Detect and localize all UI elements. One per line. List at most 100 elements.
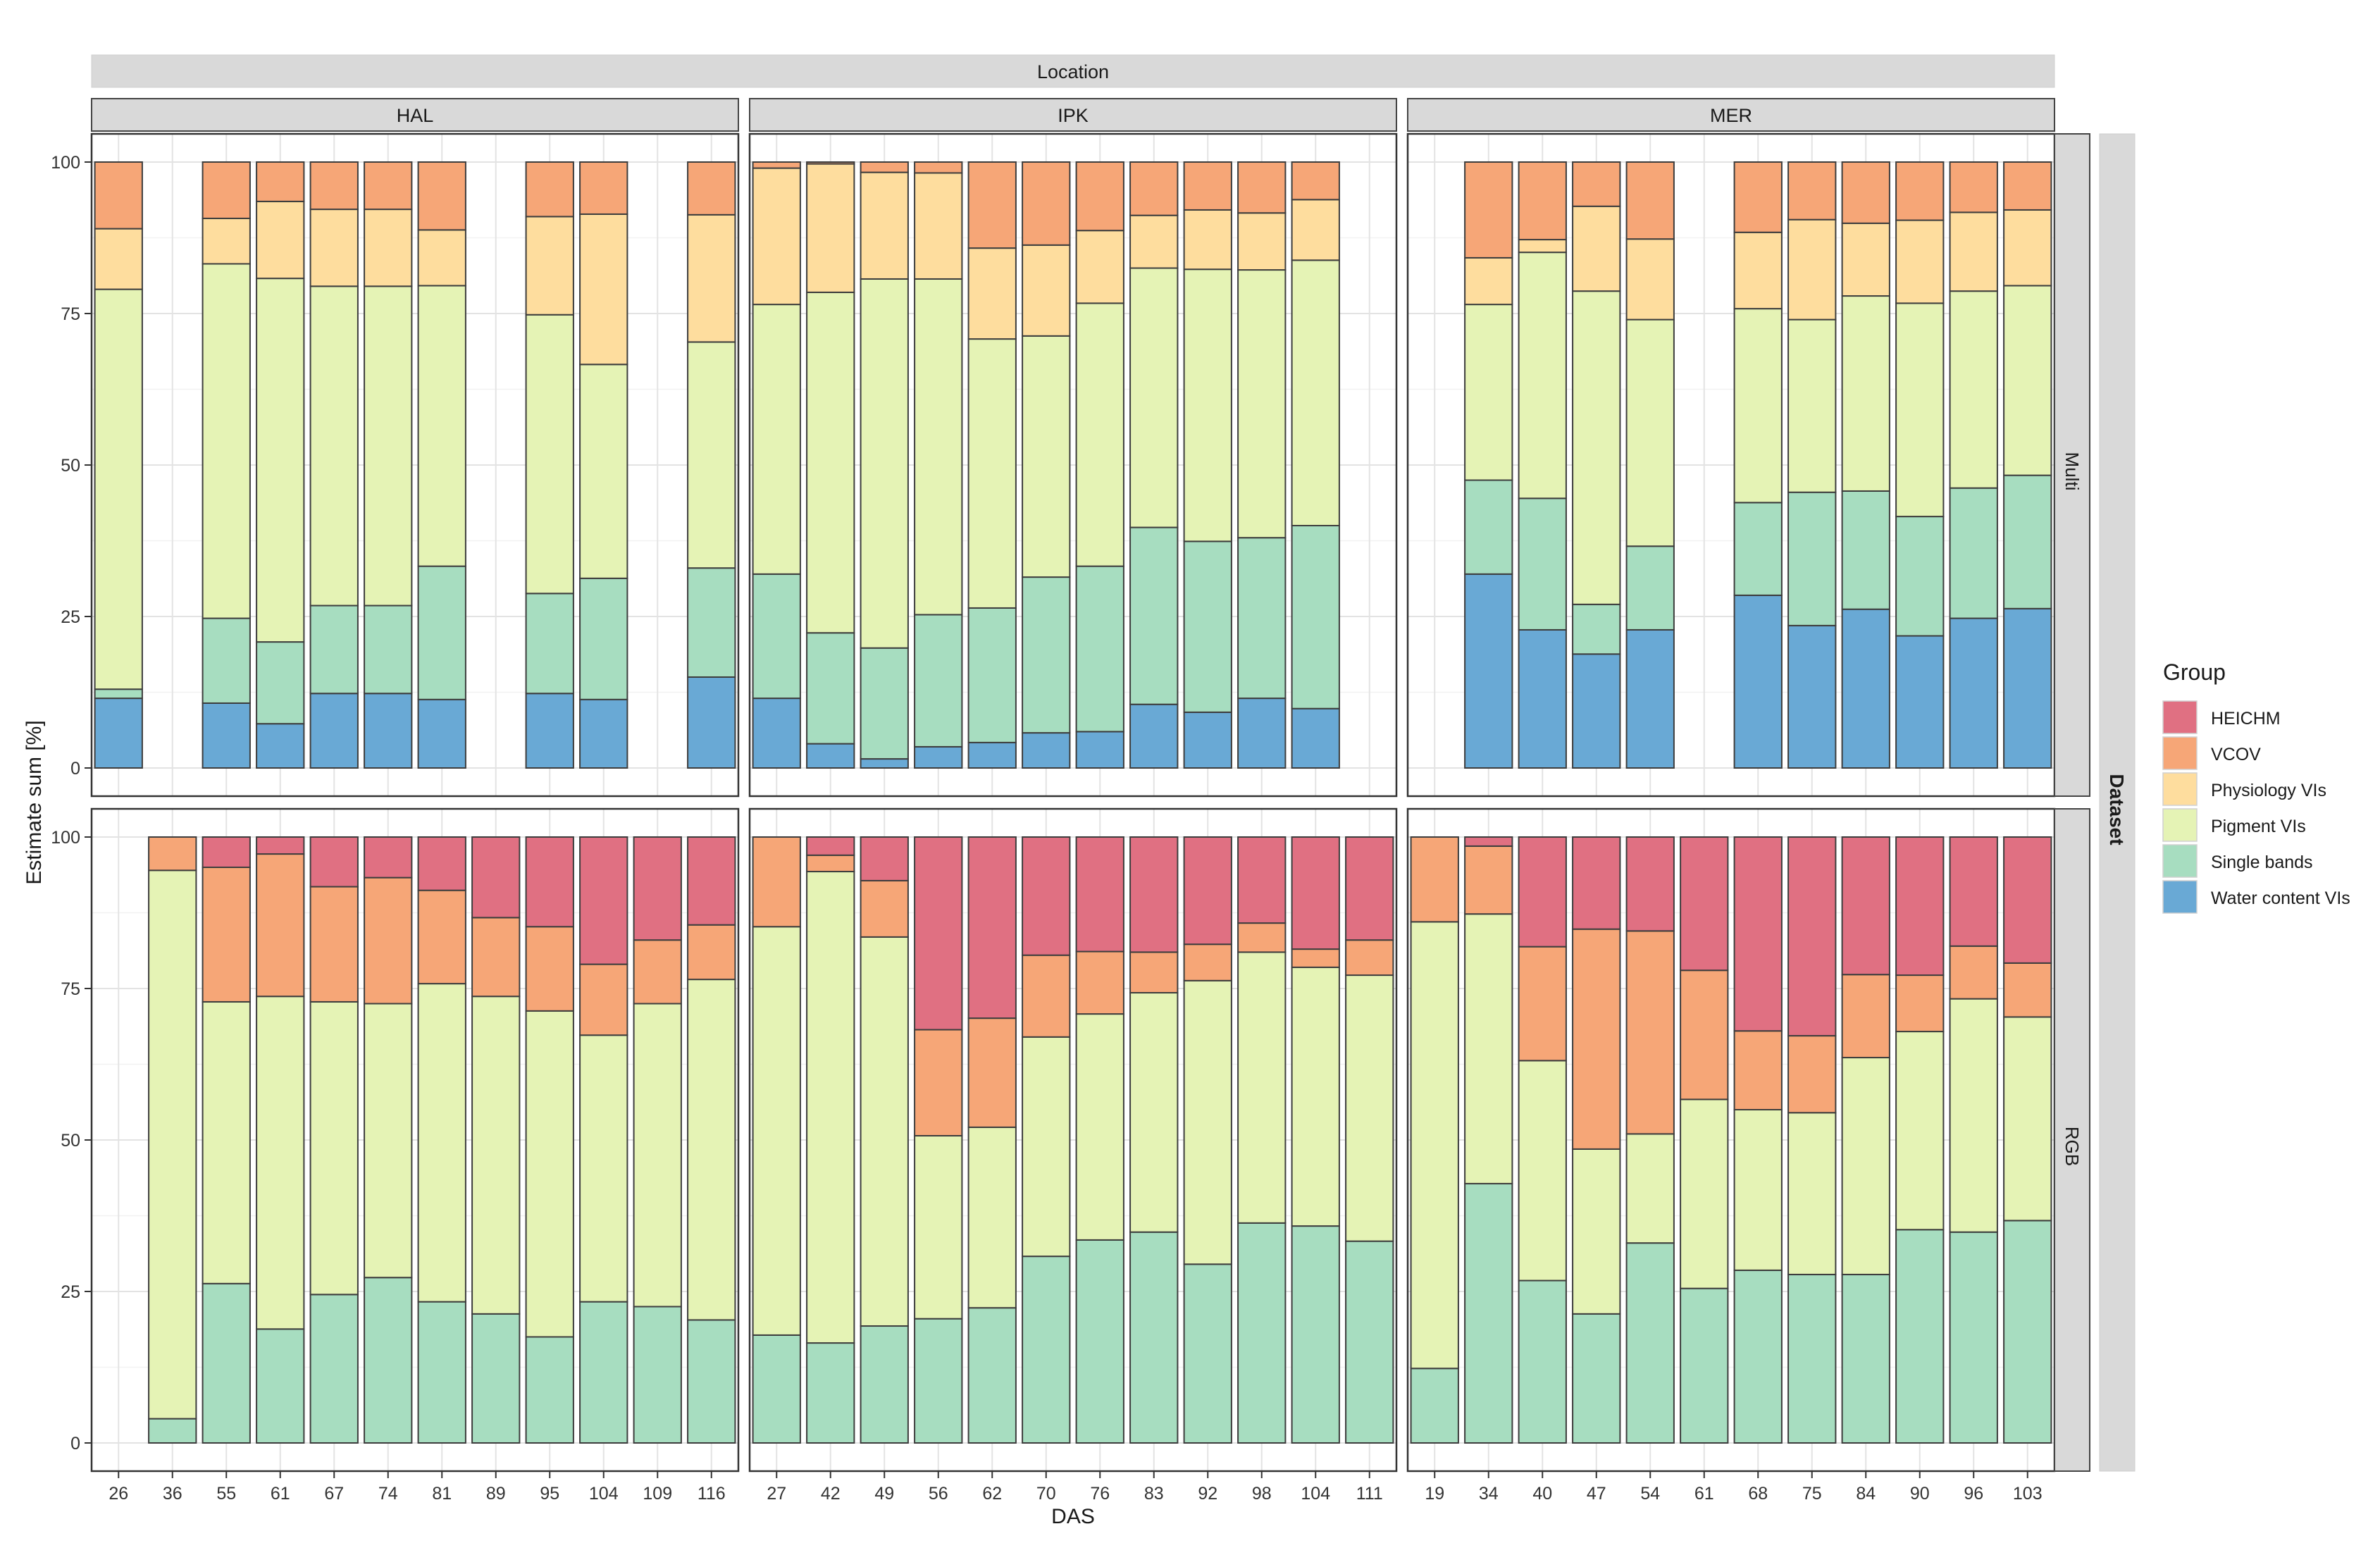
dataset-strip xyxy=(2099,133,2136,1472)
bar-segment-ipk-multi-70-vcov xyxy=(1022,161,1071,246)
bar-segment-mer-multi-34-vcov xyxy=(1464,161,1513,259)
bar-segment-ipk-rgb-56-single-bands xyxy=(914,1318,963,1444)
bar-segment-ipk-rgb-49-vcov xyxy=(860,879,909,938)
legend-label-vcov: VCOV xyxy=(2211,745,2261,764)
y-tick-label: 50 xyxy=(61,1131,80,1151)
bar-segment-mer-rgb-84-heichm xyxy=(1841,836,1890,976)
bar-segment-mer-multi-47-water-content-vis xyxy=(1572,653,1621,769)
bar-segment-mer-multi-34-physiology-vis xyxy=(1464,256,1513,306)
panel-ipk-multi xyxy=(748,132,1398,798)
bar-segment-mer-rgb-96-vcov xyxy=(1949,945,1998,1000)
bar-segment-ipk-multi-49-vcov xyxy=(860,161,909,173)
bar-segment-hal-rgb-36-single-bands xyxy=(148,1418,197,1444)
bar-segment-mer-multi-84-water-content-vis xyxy=(1841,608,1890,769)
bar-segment-hal-rgb-74-heichm xyxy=(364,836,413,879)
bar-segment-hal-rgb-81-pigment-vis xyxy=(417,983,466,1303)
bar-segment-ipk-multi-70-single-bands xyxy=(1022,576,1071,734)
bar-segment-mer-multi-34-single-bands xyxy=(1464,479,1513,575)
bar-segment-ipk-rgb-62-vcov xyxy=(967,1017,1017,1128)
bar-segment-hal-multi-61-water-content-vis xyxy=(256,723,305,769)
panel-ipk-multi-border xyxy=(748,132,1398,798)
bar-segment-ipk-multi-56-vcov xyxy=(914,161,963,174)
dataset-strip-label: Dataset xyxy=(2106,774,2128,845)
bar-segment-ipk-rgb-83-vcov xyxy=(1129,951,1179,994)
bar-segment-ipk-multi-98-physiology-vis xyxy=(1237,212,1287,271)
bar-segment-mer-rgb-54-single-bands xyxy=(1625,1242,1675,1444)
bar-segment-hal-multi-61-pigment-vis xyxy=(256,278,305,643)
x-tick-label: 19 xyxy=(1425,1484,1444,1504)
bar-segment-ipk-multi-42-pigment-vis xyxy=(806,291,855,634)
bar-segment-mer-rgb-96-pigment-vis xyxy=(1949,998,1998,1233)
x-tick-label: 84 xyxy=(1856,1484,1876,1504)
bar-segment-ipk-rgb-83-pigment-vis xyxy=(1129,992,1179,1233)
x-tick-label: 103 xyxy=(2013,1484,2043,1504)
bar-segment-ipk-rgb-92-single-bands xyxy=(1183,1263,1232,1444)
bar-segment-hal-multi-55-vcov xyxy=(202,161,251,219)
legend-swatch-single-bands xyxy=(2162,844,2198,878)
bar-segment-mer-rgb-61-vcov xyxy=(1680,969,1729,1101)
bar-segment-hal-multi-26-vcov xyxy=(94,161,143,230)
bar-segment-mer-multi-47-physiology-vis xyxy=(1572,205,1621,292)
legend-label-heichm: HEICHM xyxy=(2211,709,2281,729)
bar-segment-ipk-rgb-56-heichm xyxy=(914,836,963,1031)
bar-segment-hal-rgb-36-pigment-vis xyxy=(148,869,197,1420)
legend-label-single-bands: Single bands xyxy=(2211,853,2313,872)
bar-segment-mer-rgb-75-vcov xyxy=(1787,1035,1837,1114)
bar-segment-ipk-rgb-98-heichm xyxy=(1237,836,1287,924)
x-tick-label: 34 xyxy=(1479,1484,1499,1504)
bar-segment-mer-rgb-19-single-bands xyxy=(1410,1368,1459,1444)
bar-segment-ipk-rgb-56-vcov xyxy=(914,1029,963,1136)
bar-segment-ipk-rgb-98-pigment-vis xyxy=(1237,951,1287,1224)
bar-segment-mer-multi-103-physiology-vis xyxy=(2003,209,2052,287)
bar-segment-hal-multi-67-pigment-vis xyxy=(309,285,359,607)
x-tick-label: 75 xyxy=(1802,1484,1822,1504)
bar-segment-ipk-multi-42-physiology-vis xyxy=(806,163,855,293)
bar-segment-ipk-rgb-42-single-bands xyxy=(806,1342,855,1444)
y-tick-label: 25 xyxy=(61,1282,80,1302)
bar-segment-ipk-rgb-111-single-bands xyxy=(1345,1240,1394,1444)
dataset-label-multi: Multi xyxy=(2062,452,2083,491)
bar-segment-hal-rgb-61-heichm xyxy=(256,836,305,855)
location-strip-hal xyxy=(91,98,739,132)
bar-segment-hal-multi-74-water-content-vis xyxy=(364,693,413,769)
bar-segment-hal-rgb-95-heichm xyxy=(525,836,574,928)
bar-segment-mer-multi-40-water-content-vis xyxy=(1518,628,1567,769)
bar-segment-mer-rgb-40-single-bands xyxy=(1518,1279,1567,1444)
bar-segment-ipk-multi-27-pigment-vis xyxy=(752,304,801,575)
bar-segment-ipk-multi-83-physiology-vis xyxy=(1129,214,1179,269)
bar-segment-ipk-multi-49-water-content-vis xyxy=(860,758,909,769)
panel-hal-rgb xyxy=(90,807,740,1473)
x-tick-label: 47 xyxy=(1587,1484,1606,1504)
bar-segment-mer-rgb-90-heichm xyxy=(1895,836,1945,977)
bar-segment-ipk-rgb-92-pigment-vis xyxy=(1183,979,1232,1265)
bar-segment-mer-rgb-90-single-bands xyxy=(1895,1229,1945,1444)
bar-segment-ipk-multi-92-single-bands xyxy=(1183,540,1232,713)
bar-segment-mer-rgb-54-pigment-vis xyxy=(1625,1133,1675,1244)
bar-segment-hal-rgb-109-vcov xyxy=(633,939,682,1005)
bar-segment-mer-multi-84-physiology-vis xyxy=(1841,222,1890,297)
x-tick-label: 90 xyxy=(1910,1484,1930,1504)
bar-segment-mer-multi-68-water-content-vis xyxy=(1733,594,1783,769)
bar-segment-mer-multi-90-physiology-vis xyxy=(1895,219,1945,304)
bar-segment-hal-multi-55-single-bands xyxy=(202,617,251,704)
y-tick-label: 100 xyxy=(51,153,80,173)
bar-segment-ipk-multi-83-vcov xyxy=(1129,161,1179,216)
bar-segment-ipk-multi-27-water-content-vis xyxy=(752,698,801,769)
x-tick-label: 49 xyxy=(874,1484,894,1504)
x-tick-label: 104 xyxy=(589,1484,619,1504)
bar-segment-ipk-rgb-76-single-bands xyxy=(1075,1239,1124,1444)
bar-segment-ipk-rgb-42-vcov xyxy=(806,854,855,873)
x-tick-label: 70 xyxy=(1036,1484,1056,1504)
bar-segment-ipk-rgb-70-vcov xyxy=(1022,954,1071,1038)
x-tick-label: 36 xyxy=(163,1484,182,1504)
bar-segment-ipk-rgb-70-heichm xyxy=(1022,836,1071,956)
legend: Group HEICHM VCOV Physiology VIs Pigment VIs… xyxy=(2162,659,2350,914)
bar-segment-ipk-rgb-92-vcov xyxy=(1183,943,1232,981)
bar-segment-hal-rgb-116-single-bands xyxy=(687,1319,736,1444)
bar-segment-mer-rgb-34-pigment-vis xyxy=(1464,913,1513,1184)
bar-segment-mer-multi-90-water-content-vis xyxy=(1895,635,1945,769)
x-tick-label: 111 xyxy=(1356,1484,1383,1504)
location-label-hal: HAL xyxy=(397,105,434,126)
x-tick-label: 62 xyxy=(982,1484,1002,1504)
dataset-strip-multi xyxy=(2054,133,2090,797)
